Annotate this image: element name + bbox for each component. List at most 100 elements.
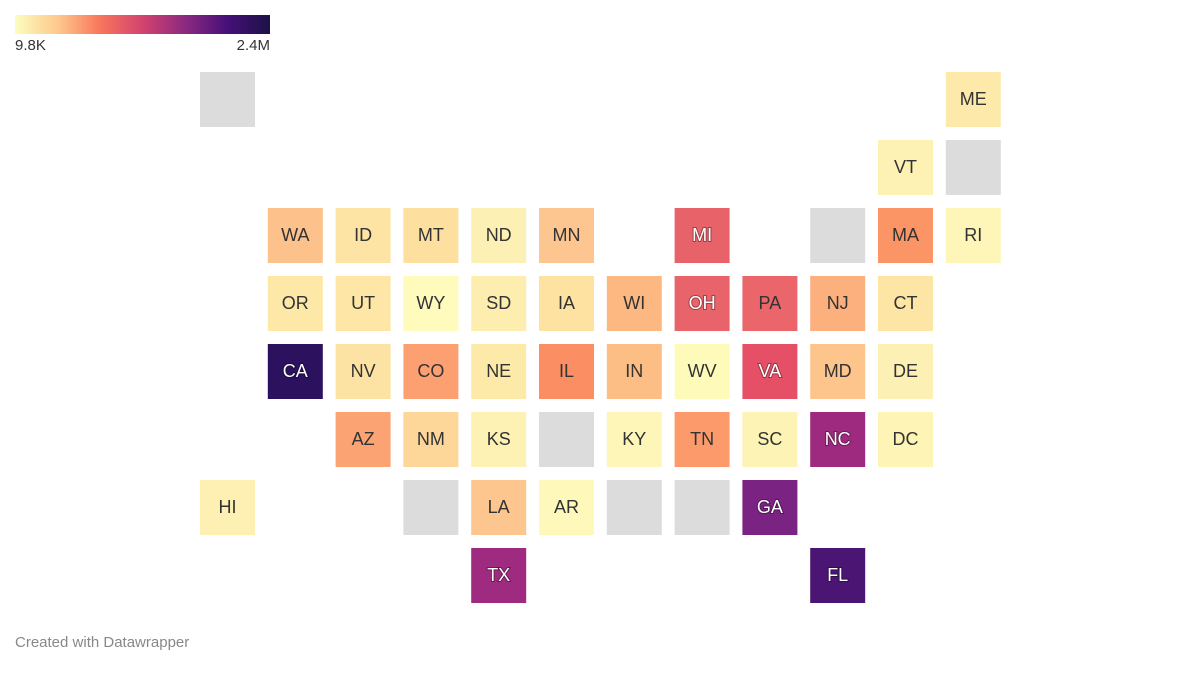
footer: Created with Datawrapper [15,634,189,651]
state-label: ND [486,225,512,245]
state-label: WV [688,361,717,381]
state-tile [742,412,798,467]
state-label: NJ [827,293,849,313]
state-tile [810,344,866,399]
state-label: TX [487,565,510,585]
state-tile [471,344,527,399]
state-label: AZ [352,429,375,449]
state-tile [539,276,594,331]
state-label: MT [418,225,444,245]
state-label: DC [893,429,919,449]
state-tile [606,344,662,399]
state-label: UT [351,293,375,313]
state-tile [606,412,662,467]
state-tile [945,72,1001,127]
state-label: RI [964,225,982,245]
state-label: KS [487,429,511,449]
state-tile [267,208,323,263]
state-tile [606,276,662,331]
state-tile [945,140,1001,195]
state-label: VA [759,361,782,381]
state-label: FL [827,565,848,585]
state-label: KY [622,429,646,449]
state-label: PA [759,293,782,313]
state-label: CO [417,361,444,381]
state-tile [200,480,255,535]
state-tile [539,412,594,467]
state-tile [403,412,459,467]
state-tile [471,276,527,331]
state-tile [674,208,730,263]
state-label: CA [283,361,308,381]
state-tile [810,412,866,467]
state-label: WI [623,293,645,313]
state-label: DE [893,361,918,381]
state-tile [471,548,527,603]
state-tile [742,480,798,535]
state-tile [606,480,662,535]
state-tile [471,480,527,535]
state-tile [878,208,933,263]
state-label: OR [282,293,309,313]
state-tile [403,480,459,535]
state-label: MD [824,361,852,381]
state-label: VT [894,157,917,177]
legend-bar [15,15,270,34]
state-tile [403,276,459,331]
state-tile [674,344,730,399]
state-label: CT [894,293,918,313]
state-tile [471,412,527,467]
state-tile [742,276,798,331]
state-tile [810,548,866,603]
state-tile [403,344,459,399]
state-tile [674,480,730,535]
legend-max: 2.4M [237,37,270,54]
state-label: MN [553,225,581,245]
state-tile [471,208,527,263]
state-tile [878,344,933,399]
state-label: HI [219,497,237,517]
state-tile [742,344,798,399]
state-label: NC [825,429,851,449]
state-tile [810,208,866,263]
state-label: ME [960,89,987,109]
state-tile [878,140,933,195]
state-label: MA [892,225,919,245]
state-label: TN [690,429,714,449]
state-label: WY [416,293,445,313]
state-label: SC [757,429,782,449]
state-tile [403,208,459,263]
state-tile [335,412,391,467]
state-tile [335,276,391,331]
state-tile [810,276,866,331]
state-tile [200,72,255,127]
state-label: WA [281,225,309,245]
state-label: SD [486,293,511,313]
state-tile [539,344,594,399]
state-tile [674,412,730,467]
state-label: OH [689,293,716,313]
state-tile [267,344,323,399]
state-label: ID [354,225,372,245]
state-tile [539,480,594,535]
legend-min: 9.8K [15,37,46,54]
state-tile [267,276,323,331]
state-label: NV [351,361,376,381]
state-label: IA [558,293,575,313]
state-tile [878,276,933,331]
state-label: LA [488,497,510,517]
state-tile [878,412,933,467]
state-tile [674,276,730,331]
state-tile [945,208,1001,263]
state-label: IL [559,361,574,381]
state-label: IN [625,361,643,381]
state-label: MI [692,225,712,245]
state-tile [539,208,594,263]
state-label: NM [417,429,445,449]
state-tile [335,344,391,399]
state-label: AR [554,497,579,517]
state-label: GA [757,497,783,517]
state-tile [335,208,391,263]
state-label: NE [486,361,511,381]
